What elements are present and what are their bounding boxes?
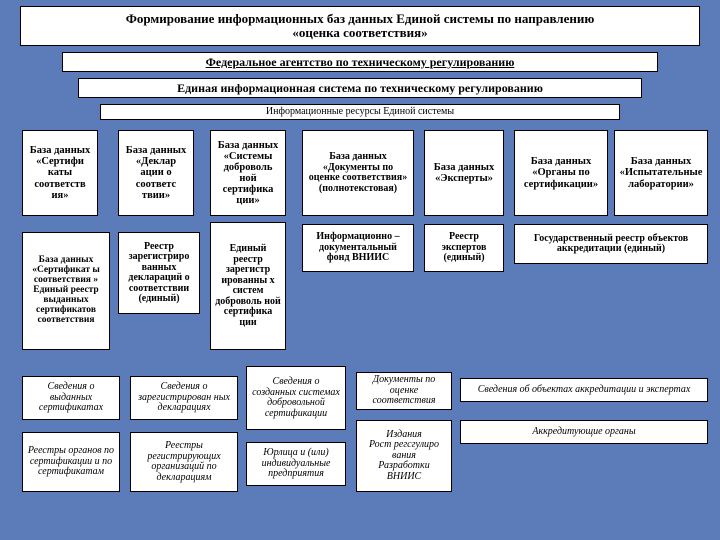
decl-org-regs: Реестры регистрирующих организаций по де… xyxy=(130,432,238,492)
db-documents: База данных «Документы по оценке соответ… xyxy=(302,130,414,216)
info-resources: Информационные ресурсы Единой системы xyxy=(100,104,620,120)
title-line2: «оценка соответствия» xyxy=(292,26,427,40)
info-accred-experts: Сведения об объектах аккредитации и эксп… xyxy=(460,378,708,402)
publications: Издания Рост регсгулиро вания Разработки… xyxy=(356,420,452,492)
expert-registry: Реестр экспертов (единый) xyxy=(424,224,504,272)
title-line1: Формирование информационных баз данных Е… xyxy=(126,12,595,26)
unified-info-system: Единая информационная система по техниче… xyxy=(78,78,642,98)
info-declarations: Сведения о зарегистрирован ных деклараци… xyxy=(130,376,238,420)
db-experts: База данных «Эксперты» xyxy=(424,130,504,216)
federal-agency: Федеральное агентство по техническому ре… xyxy=(62,52,658,72)
decl-registry: Реестр зарегистриро ванных деклараций о … xyxy=(118,232,200,314)
main-title: Формирование информационных баз данных Е… xyxy=(20,6,700,46)
vniis-fund: Информационно – документальный фонд ВНИИ… xyxy=(302,224,414,272)
state-accred-registry: Государственный реестр объектов аккредит… xyxy=(514,224,708,264)
cert-body-regs: Реестры органов по сертификации и по сер… xyxy=(22,432,120,492)
db-cert-bodies: База данных «Органы по сертификации» xyxy=(514,130,608,216)
db-test-labs: База данных «Испытательные лаборатории» xyxy=(614,130,708,216)
db-certificates: База данных «Сертифи каты соответств ия» xyxy=(22,130,98,216)
voluntary-registry: Единый реестр зарегистр ированны х систе… xyxy=(210,222,286,350)
info-voluntary: Сведения о созданных системах добровольн… xyxy=(246,366,346,430)
info-certificates: Сведения о выданных сертификатах xyxy=(22,376,120,420)
docs-conformity: Документы по оценке соответствия xyxy=(356,372,452,410)
accrediting-bodies: Аккредитующие органы xyxy=(460,420,708,444)
unified-cert-registry: База данных «Сертификат ы соответствия »… xyxy=(22,232,110,350)
legal-entities: Юрлица и (или) индивидуальные предприяти… xyxy=(246,442,346,486)
db-voluntary-cert: База данных «Системы доброволь ной серти… xyxy=(210,130,286,216)
db-declarations: База данных «Деклар ации о соответс твии… xyxy=(118,130,194,216)
